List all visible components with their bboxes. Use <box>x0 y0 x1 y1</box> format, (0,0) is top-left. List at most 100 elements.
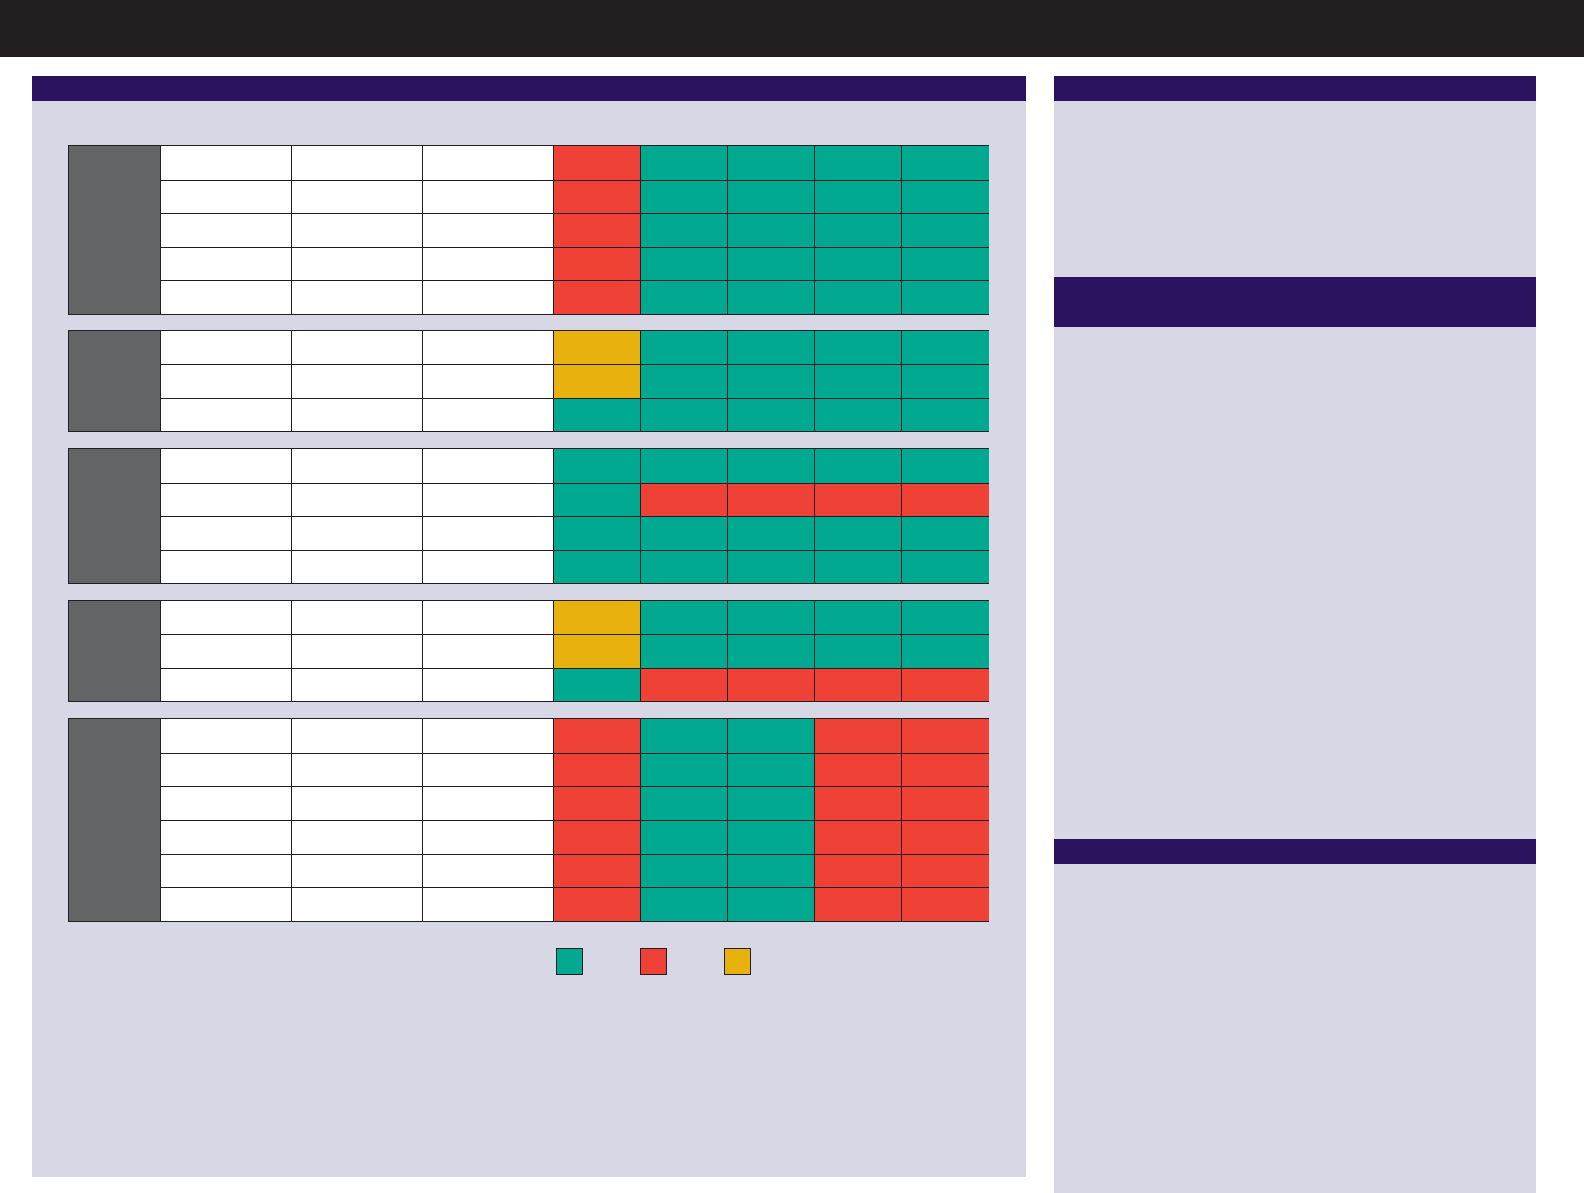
status-cell-red <box>815 482 902 516</box>
table-cell <box>292 179 423 214</box>
table-cell <box>423 449 554 483</box>
table-cell <box>292 786 423 821</box>
status-cell-green <box>728 331 815 365</box>
status-cell-green <box>641 213 728 247</box>
table-row <box>161 449 989 483</box>
status-cell-green <box>815 280 902 314</box>
legend-swatch-yellow <box>724 948 751 975</box>
table-row <box>161 820 989 854</box>
status-cell-green <box>728 634 815 668</box>
status-matrix-panel-header <box>32 76 1026 101</box>
status-cell-red <box>815 667 902 701</box>
status-cell-green <box>641 719 728 753</box>
top-header-bar <box>0 0 1584 57</box>
table-cell <box>423 482 554 516</box>
status-cell-green <box>728 601 815 635</box>
table-cell <box>292 820 423 854</box>
table-row <box>161 364 989 398</box>
status-cell-green <box>641 364 728 398</box>
status-group <box>68 448 989 584</box>
status-cell-green <box>728 752 815 787</box>
table-cell <box>161 601 292 635</box>
table-cell <box>423 820 554 854</box>
table-cell <box>292 719 423 753</box>
status-cell-green <box>902 516 989 550</box>
status-cell-green <box>728 364 815 398</box>
status-cell-red <box>554 280 641 314</box>
table-cell <box>292 549 423 583</box>
status-cell-red <box>641 667 728 701</box>
table-row <box>161 397 989 431</box>
status-cell-green <box>902 146 989 180</box>
table-row <box>161 213 989 247</box>
status-cell-green <box>902 364 989 398</box>
table-row <box>161 549 989 583</box>
status-group <box>68 600 989 702</box>
table-cell <box>423 280 554 314</box>
status-cell-red <box>554 719 641 753</box>
status-cell-red <box>815 853 902 888</box>
table-row <box>161 601 989 635</box>
table-row <box>161 516 989 550</box>
status-cell-green <box>641 246 728 281</box>
status-cell-red <box>902 482 989 516</box>
status-cell-red <box>815 719 902 753</box>
status-cell-red <box>728 482 815 516</box>
table-row <box>161 280 989 314</box>
table-cell <box>423 601 554 635</box>
status-cell-red <box>902 887 989 922</box>
status-cell-green <box>641 601 728 635</box>
status-cell-green <box>815 179 902 214</box>
table-cell <box>292 752 423 787</box>
table-cell <box>161 280 292 314</box>
table-cell <box>161 820 292 854</box>
status-cell-green <box>815 213 902 247</box>
status-cell-green <box>728 280 815 314</box>
table-cell <box>292 449 423 483</box>
status-cell-green <box>728 213 815 247</box>
table-cell <box>161 887 292 922</box>
table-cell <box>161 516 292 550</box>
table-cell <box>161 786 292 821</box>
status-cell-green <box>641 549 728 583</box>
table-row <box>161 146 989 180</box>
table-cell <box>292 516 423 550</box>
status-cell-red <box>554 179 641 214</box>
status-cell-green <box>902 634 989 668</box>
status-cell-green <box>554 482 641 516</box>
status-cell-green <box>902 179 989 214</box>
status-cell-red <box>554 887 641 922</box>
table-cell <box>161 179 292 214</box>
status-cell-red <box>554 213 641 247</box>
status-cell-red <box>554 146 641 180</box>
table-cell <box>161 364 292 398</box>
table-cell <box>161 146 292 180</box>
status-cell-green <box>728 549 815 583</box>
status-cell-green <box>728 246 815 281</box>
table-row <box>161 667 989 701</box>
table-cell <box>423 853 554 888</box>
status-cell-red <box>902 853 989 888</box>
table-cell <box>292 246 423 281</box>
status-cell-green <box>902 213 989 247</box>
status-cell-green <box>815 449 902 483</box>
status-cell-green <box>728 820 815 854</box>
status-cell-green <box>554 397 641 431</box>
status-cell-red <box>554 752 641 787</box>
table-row <box>161 246 989 281</box>
table-cell <box>292 146 423 180</box>
table-cell <box>161 246 292 281</box>
table-row <box>161 786 989 821</box>
info-panel-middle <box>1054 277 1536 839</box>
table-cell <box>161 397 292 431</box>
status-cell-green <box>728 853 815 888</box>
status-cell-green <box>902 246 989 281</box>
status-cell-red <box>815 786 902 821</box>
table-row <box>161 482 989 516</box>
table-cell <box>161 719 292 753</box>
status-cell-green <box>641 397 728 431</box>
status-cell-green <box>902 280 989 314</box>
status-cell-green <box>641 146 728 180</box>
status-cell-red <box>902 820 989 854</box>
status-cell-red <box>902 786 989 821</box>
